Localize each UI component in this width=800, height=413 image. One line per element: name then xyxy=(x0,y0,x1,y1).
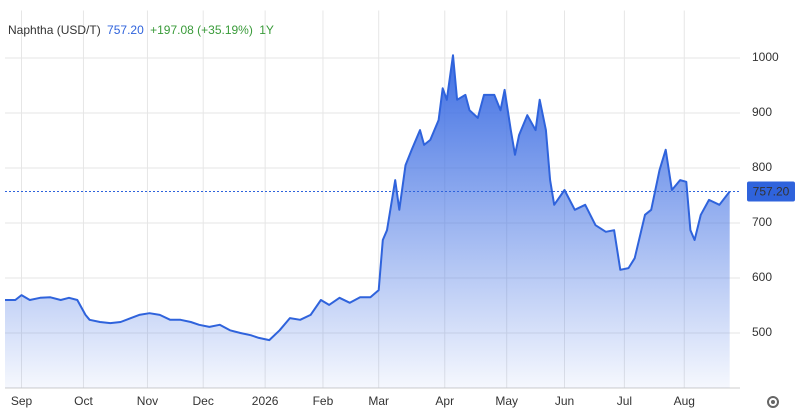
y-tick-label: 1000 xyxy=(752,50,779,64)
y-tick-label: 900 xyxy=(752,105,772,119)
x-tick-label: Mar xyxy=(368,394,389,408)
x-tick-label: Nov xyxy=(137,394,158,408)
title: Naphtha (USD/T) xyxy=(8,23,101,37)
x-tick-label: Oct xyxy=(74,394,93,408)
x-tick-label: Aug xyxy=(674,394,695,408)
settings-icon[interactable] xyxy=(767,396,779,408)
plot xyxy=(5,54,740,389)
gear[interactable] xyxy=(767,396,779,408)
price-tag-label: 757.20 xyxy=(753,185,790,199)
y-tick-label: 800 xyxy=(752,160,772,174)
gear-center[interactable] xyxy=(771,400,775,404)
price: 757.20 xyxy=(107,23,144,37)
x-tick-label: Jun xyxy=(555,394,574,408)
chart-title: Naphtha (USD/T) 757.20 +197.08 (+35.19%)… xyxy=(8,23,274,37)
change: +197.08 (+35.19%) xyxy=(150,23,253,37)
y-tick-label: 700 xyxy=(752,215,772,229)
y-tick-label: 500 xyxy=(752,325,772,339)
area xyxy=(5,55,730,389)
y-tick-label: 600 xyxy=(752,270,772,284)
line xyxy=(5,54,731,342)
x-tick-label: Dec xyxy=(193,394,214,408)
x-tick-label: Jul xyxy=(617,394,632,408)
x-tick-label: May xyxy=(495,394,518,408)
x-tick-label: Feb xyxy=(313,394,334,408)
x-tick-label: 2026 xyxy=(252,394,279,408)
x-tick-label: Sep xyxy=(11,394,33,408)
price-tag xyxy=(747,181,795,202)
range: 1Y xyxy=(259,23,274,37)
x-tick-label: Apr xyxy=(435,394,454,408)
